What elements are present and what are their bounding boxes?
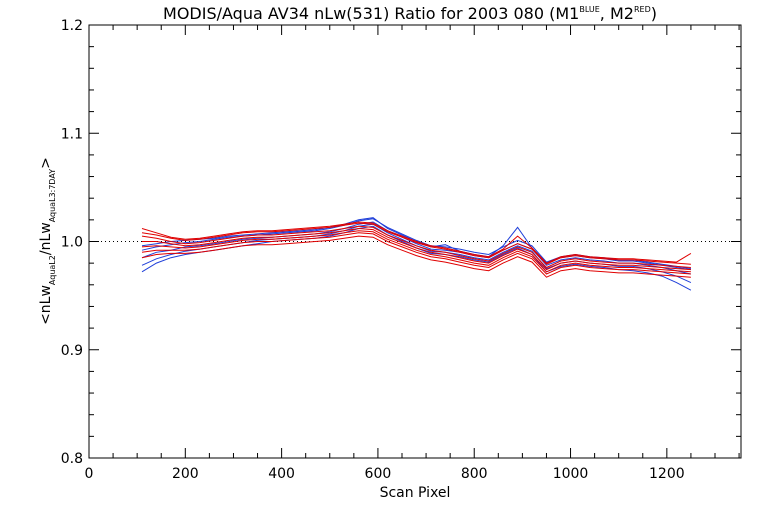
series-line-blue <box>141 221 692 275</box>
y-tick-label: 1.2 <box>61 18 83 34</box>
x-tick-label: 1000 <box>553 466 589 482</box>
chart-title: MODIS/Aqua AV34 nLw(531) Ratio for 2003 … <box>163 4 657 23</box>
x-axis-label: Scan Pixel <box>380 485 451 501</box>
x-tick-label: 400 <box>268 466 295 482</box>
series-line-red <box>142 227 691 271</box>
x-tick-label: 1200 <box>649 466 685 482</box>
series-line-red <box>141 222 691 265</box>
y-axis-label: <nLwAquaL2/nLwAquaL3:7DAY> <box>38 157 57 325</box>
series-line-red <box>141 230 691 273</box>
y-tick-label: 1.1 <box>61 126 83 142</box>
y-tick-label: 0.8 <box>61 451 83 467</box>
y-tick-label: 1.0 <box>61 235 83 251</box>
series-line-red <box>141 232 691 275</box>
x-tick-label: 800 <box>461 466 488 482</box>
x-tick-label: 200 <box>172 466 199 482</box>
series-layer <box>141 217 692 291</box>
y-tick-label: 0.9 <box>61 343 83 359</box>
series-line-red <box>141 221 692 264</box>
axis-ticks <box>88 24 741 459</box>
series-line-blue <box>141 223 692 284</box>
x-tick-label: 600 <box>365 466 392 482</box>
series-line-red <box>141 225 691 269</box>
series-line-red <box>141 235 691 278</box>
x-tick-label: 0 <box>85 466 94 482</box>
tick-labels: 0 200 400 600 800 1000 1200 0.8 0.9 1.0 1.1 1.2 <box>61 18 685 482</box>
